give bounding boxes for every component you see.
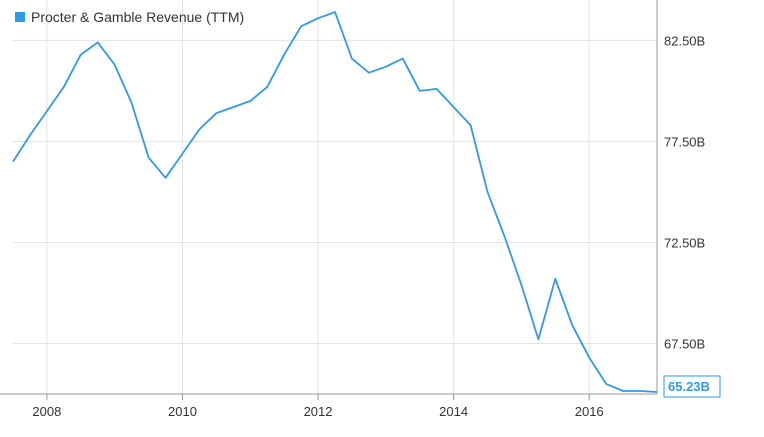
- y-tick-label: 77.50B: [664, 134, 705, 149]
- legend: Procter & Gamble Revenue (TTM): [15, 9, 244, 25]
- series-layer: [12, 11, 658, 393]
- x-tick-label: 2014: [439, 404, 468, 419]
- y-tick-label: 67.50B: [664, 336, 705, 351]
- end-value-text: 65.23B: [668, 379, 710, 394]
- x-tick-label: 2016: [575, 404, 604, 419]
- end-value-label: 65.23B: [663, 375, 721, 398]
- x-tick-label: 2012: [304, 404, 333, 419]
- y-tick-label: 82.50B: [664, 33, 705, 48]
- y-tick-label: 72.50B: [664, 235, 705, 250]
- x-tick-label: 2008: [32, 404, 61, 419]
- axis-layer: 67.50B 72.50B 77.50B 82.50B 2008 2010 2012 2014…: [0, 0, 705, 419]
- end-value-box: [663, 375, 721, 398]
- legend-swatch: [15, 12, 25, 22]
- x-tick-label: 2010: [168, 404, 197, 419]
- grid-layer: [13, 0, 657, 394]
- series-line: [12, 11, 658, 393]
- legend-label: Procter & Gamble Revenue (TTM): [31, 9, 244, 25]
